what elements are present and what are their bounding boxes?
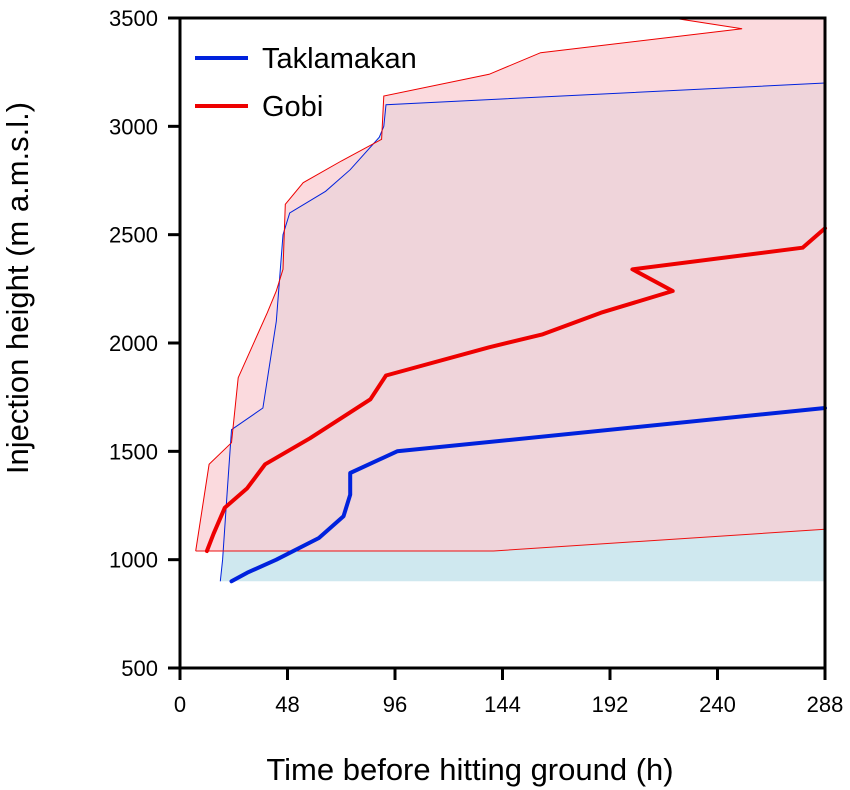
y-tick-label: 3500	[109, 6, 158, 31]
series-line-gobi	[204, 226, 827, 553]
x-tick-label: 0	[174, 692, 186, 717]
x-tick-label: 144	[484, 692, 521, 717]
x-tick-label: 96	[383, 692, 407, 717]
band-upper-gobi	[195, 17, 825, 552]
band-upper-taklamakan	[219, 82, 826, 582]
x-tick-label: 288	[807, 692, 844, 717]
y-tick-label: 500	[121, 656, 158, 681]
x-tick-label: 240	[699, 692, 736, 717]
x-axis-ticks: 0 48 96 144 192 240 288	[174, 668, 843, 717]
line-layer	[195, 17, 827, 584]
band-layer	[195, 18, 826, 582]
y-axis-title: Injection height (m a.m.s.l.)	[0, 102, 35, 474]
y-axis-ticks: 500 1000 1500 2000 2500 3000 3500	[109, 6, 180, 681]
series-line-taklamakan	[229, 406, 827, 584]
legend-label-gobi: Gobi	[262, 91, 323, 123]
y-tick-label: 2000	[109, 331, 158, 356]
band-gobi	[195, 18, 825, 551]
x-tick-label: 192	[592, 692, 629, 717]
legend: Taklamakan Gobi	[195, 43, 417, 123]
y-tick-label: 1500	[109, 439, 158, 464]
y-tick-label: 2500	[109, 223, 158, 248]
x-axis-title: Time before hitting ground (h)	[266, 752, 673, 787]
legend-label-taklamakan: Taklamakan	[262, 43, 417, 75]
y-tick-label: 3000	[109, 114, 158, 139]
y-tick-label: 1000	[109, 548, 158, 573]
x-tick-label: 48	[275, 692, 299, 717]
